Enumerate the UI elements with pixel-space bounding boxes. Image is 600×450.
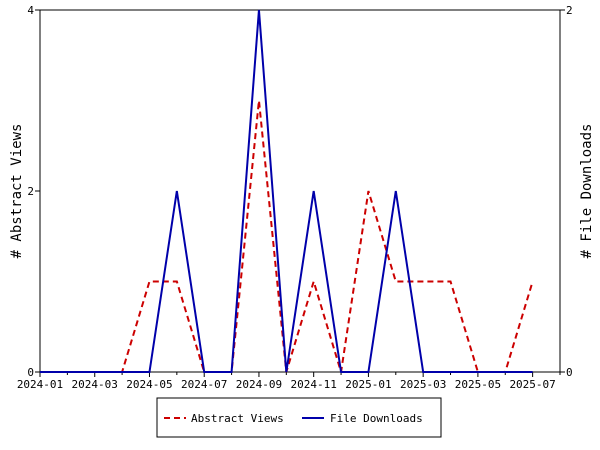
- plot-border: [39, 9, 561, 373]
- left-tick-label: 2: [27, 185, 34, 198]
- series-line-abstract-views: [40, 100, 534, 373]
- left-y-axis: 0 2 4: [27, 4, 40, 379]
- plot-area: [39, 9, 561, 373]
- left-tick-label: 0: [27, 366, 34, 379]
- legend-label-file-downloads: File Downloads: [330, 412, 423, 425]
- series-line-file-downloads: [40, 9, 533, 373]
- x-axis: 2024-01 2024-03 2024-05 2024-07 2024-09 2024-…: [17, 372, 561, 391]
- x-tick-label: 2024-05: [126, 378, 172, 391]
- x-tick-label: 2024-07: [181, 378, 227, 391]
- x-tick-label: 2025-01: [345, 378, 391, 391]
- right-tick-label: 2: [566, 4, 573, 17]
- legend: Abstract Views File Downloads: [156, 397, 442, 438]
- x-tick-label: 2024-01: [17, 378, 63, 391]
- right-tick-label: 0: [566, 366, 573, 379]
- left-axis-title: # Abstract Views: [9, 124, 25, 259]
- x-tick-label: 2024-09: [236, 378, 282, 391]
- legend-label-abstract-views: Abstract Views: [191, 412, 284, 425]
- right-y-axis: 02: [560, 4, 573, 379]
- left-tick-label: 4: [27, 4, 34, 17]
- right-axis-title: # File Downloads: [579, 124, 595, 259]
- x-tick-label: 2024-03: [72, 378, 118, 391]
- x-tick-label: 2025-03: [400, 378, 446, 391]
- legend-box: [156, 397, 442, 438]
- x-tick-label: 2025-05: [455, 378, 501, 391]
- series-layer: [40, 9, 534, 373]
- x-tick-label: 2024-11: [291, 378, 337, 391]
- x-tick-label: 2025-07: [509, 378, 555, 391]
